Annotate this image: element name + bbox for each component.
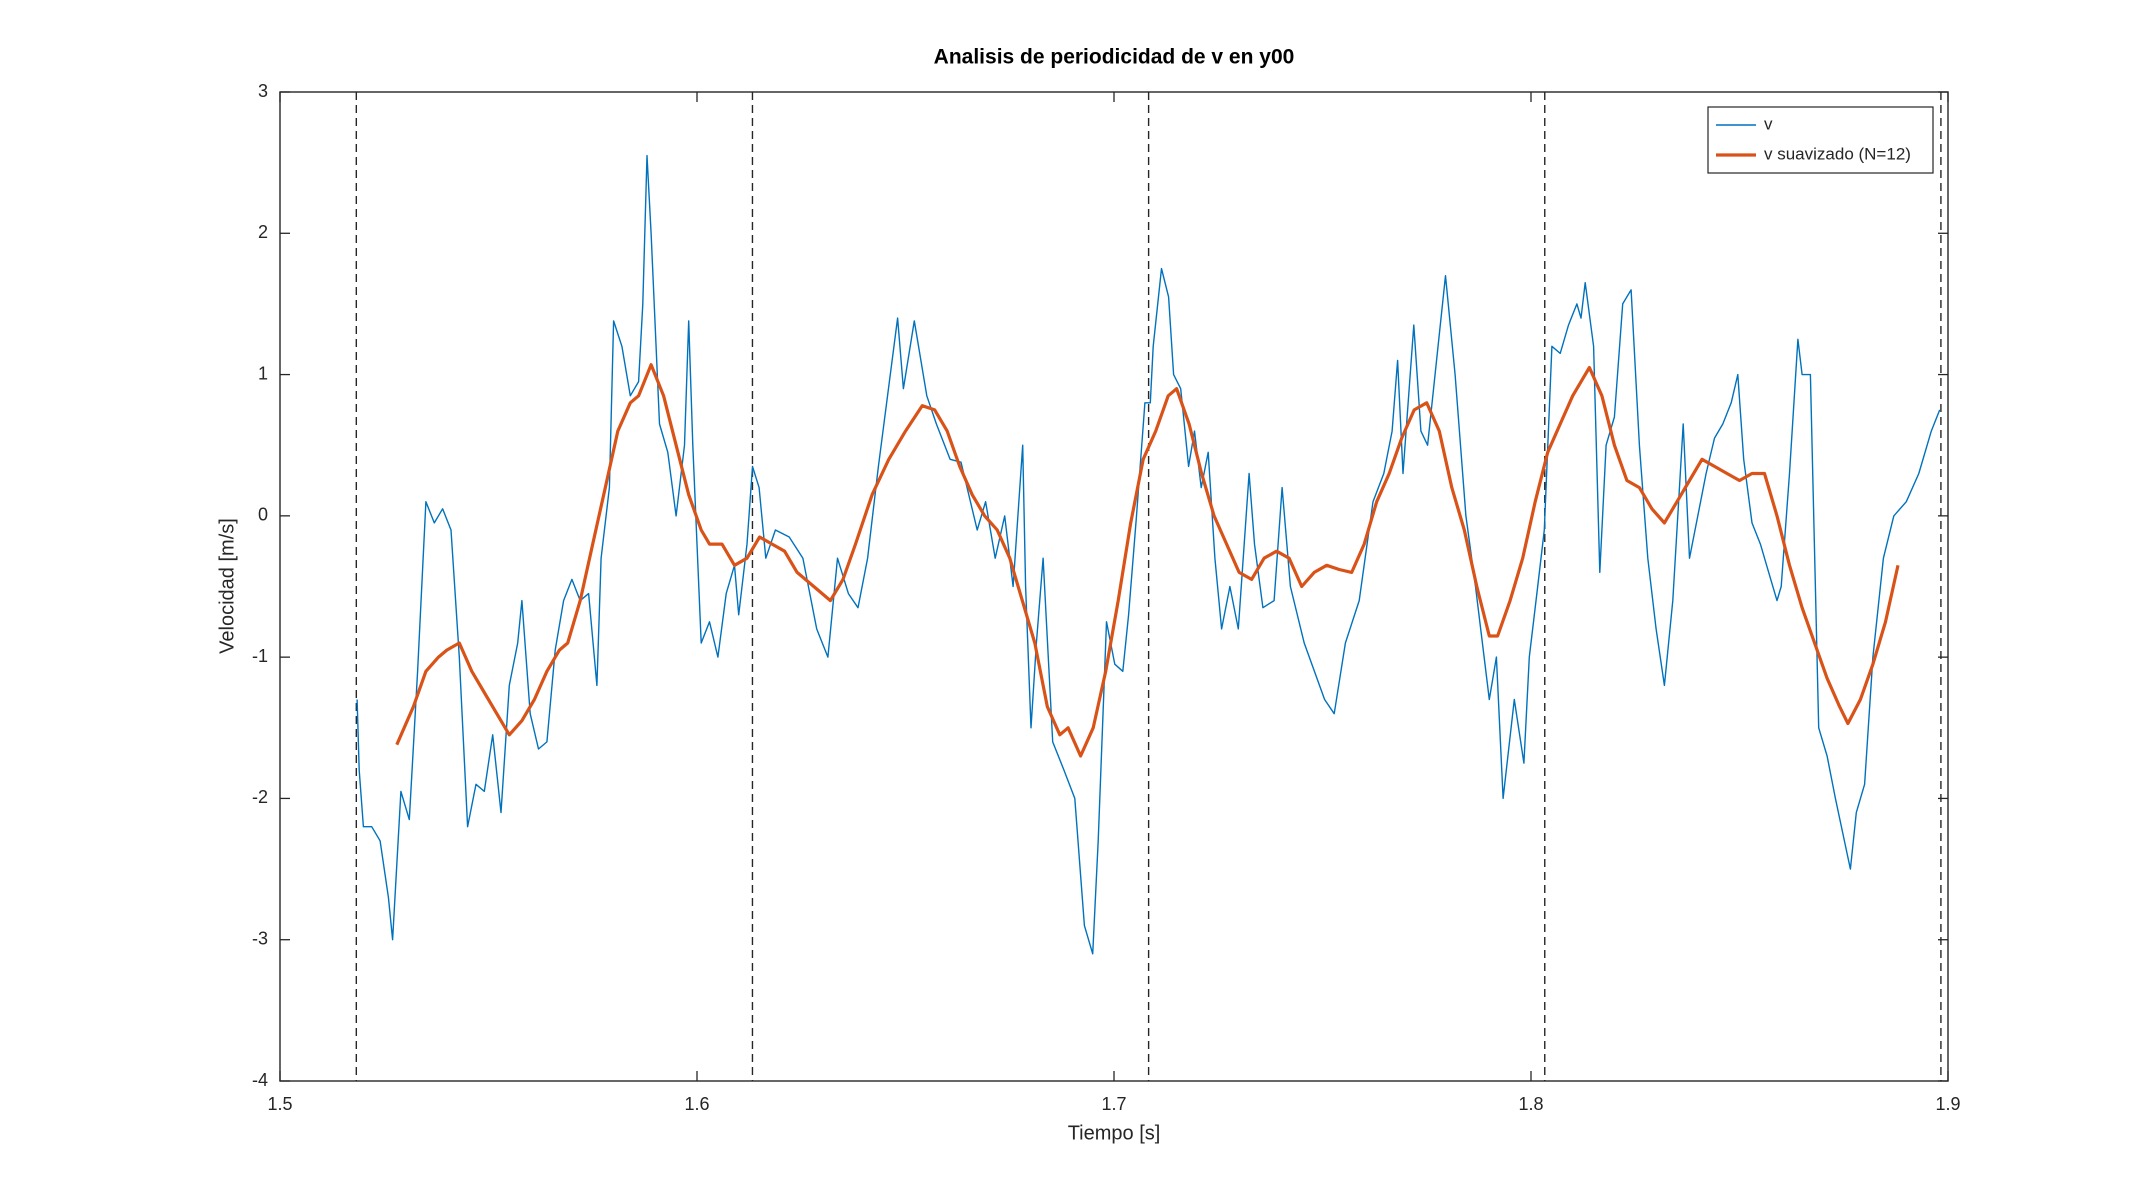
- x-tick-label: 1.5: [267, 1094, 292, 1114]
- x-tick-label: 1.8: [1518, 1094, 1543, 1114]
- legend-label: v: [1764, 114, 1773, 133]
- y-tick-label: 1: [258, 363, 268, 383]
- x-tick-label: 1.6: [684, 1094, 709, 1114]
- plot-area: [280, 92, 1948, 1081]
- chart-title: Analisis de periodicidad de v en y00: [934, 46, 1295, 69]
- data-line: [395, 363, 1900, 758]
- y-tick-label: 0: [258, 505, 268, 525]
- y-tick-label: 2: [258, 222, 268, 242]
- plot-frame: [279, 91, 1949, 1082]
- x-tick-label: 1.7: [1101, 1094, 1126, 1114]
- y-tick-label: -4: [252, 1070, 268, 1090]
- legend-label: v suavizado (N=12): [1764, 144, 1911, 163]
- x-axis-label: Tiempo [s]: [1068, 1122, 1161, 1144]
- y-tick-label: -1: [252, 646, 268, 666]
- data-line: [356, 154, 1941, 955]
- y-tick-label: -2: [252, 787, 268, 807]
- y-tick-label: -3: [252, 928, 268, 948]
- y-tick-label: 3: [258, 81, 268, 101]
- x-tick-label: 1.9: [1935, 1094, 1960, 1114]
- legend-box: [1707, 106, 1934, 174]
- y-axis-label: Velocidad [m/s]: [216, 518, 238, 654]
